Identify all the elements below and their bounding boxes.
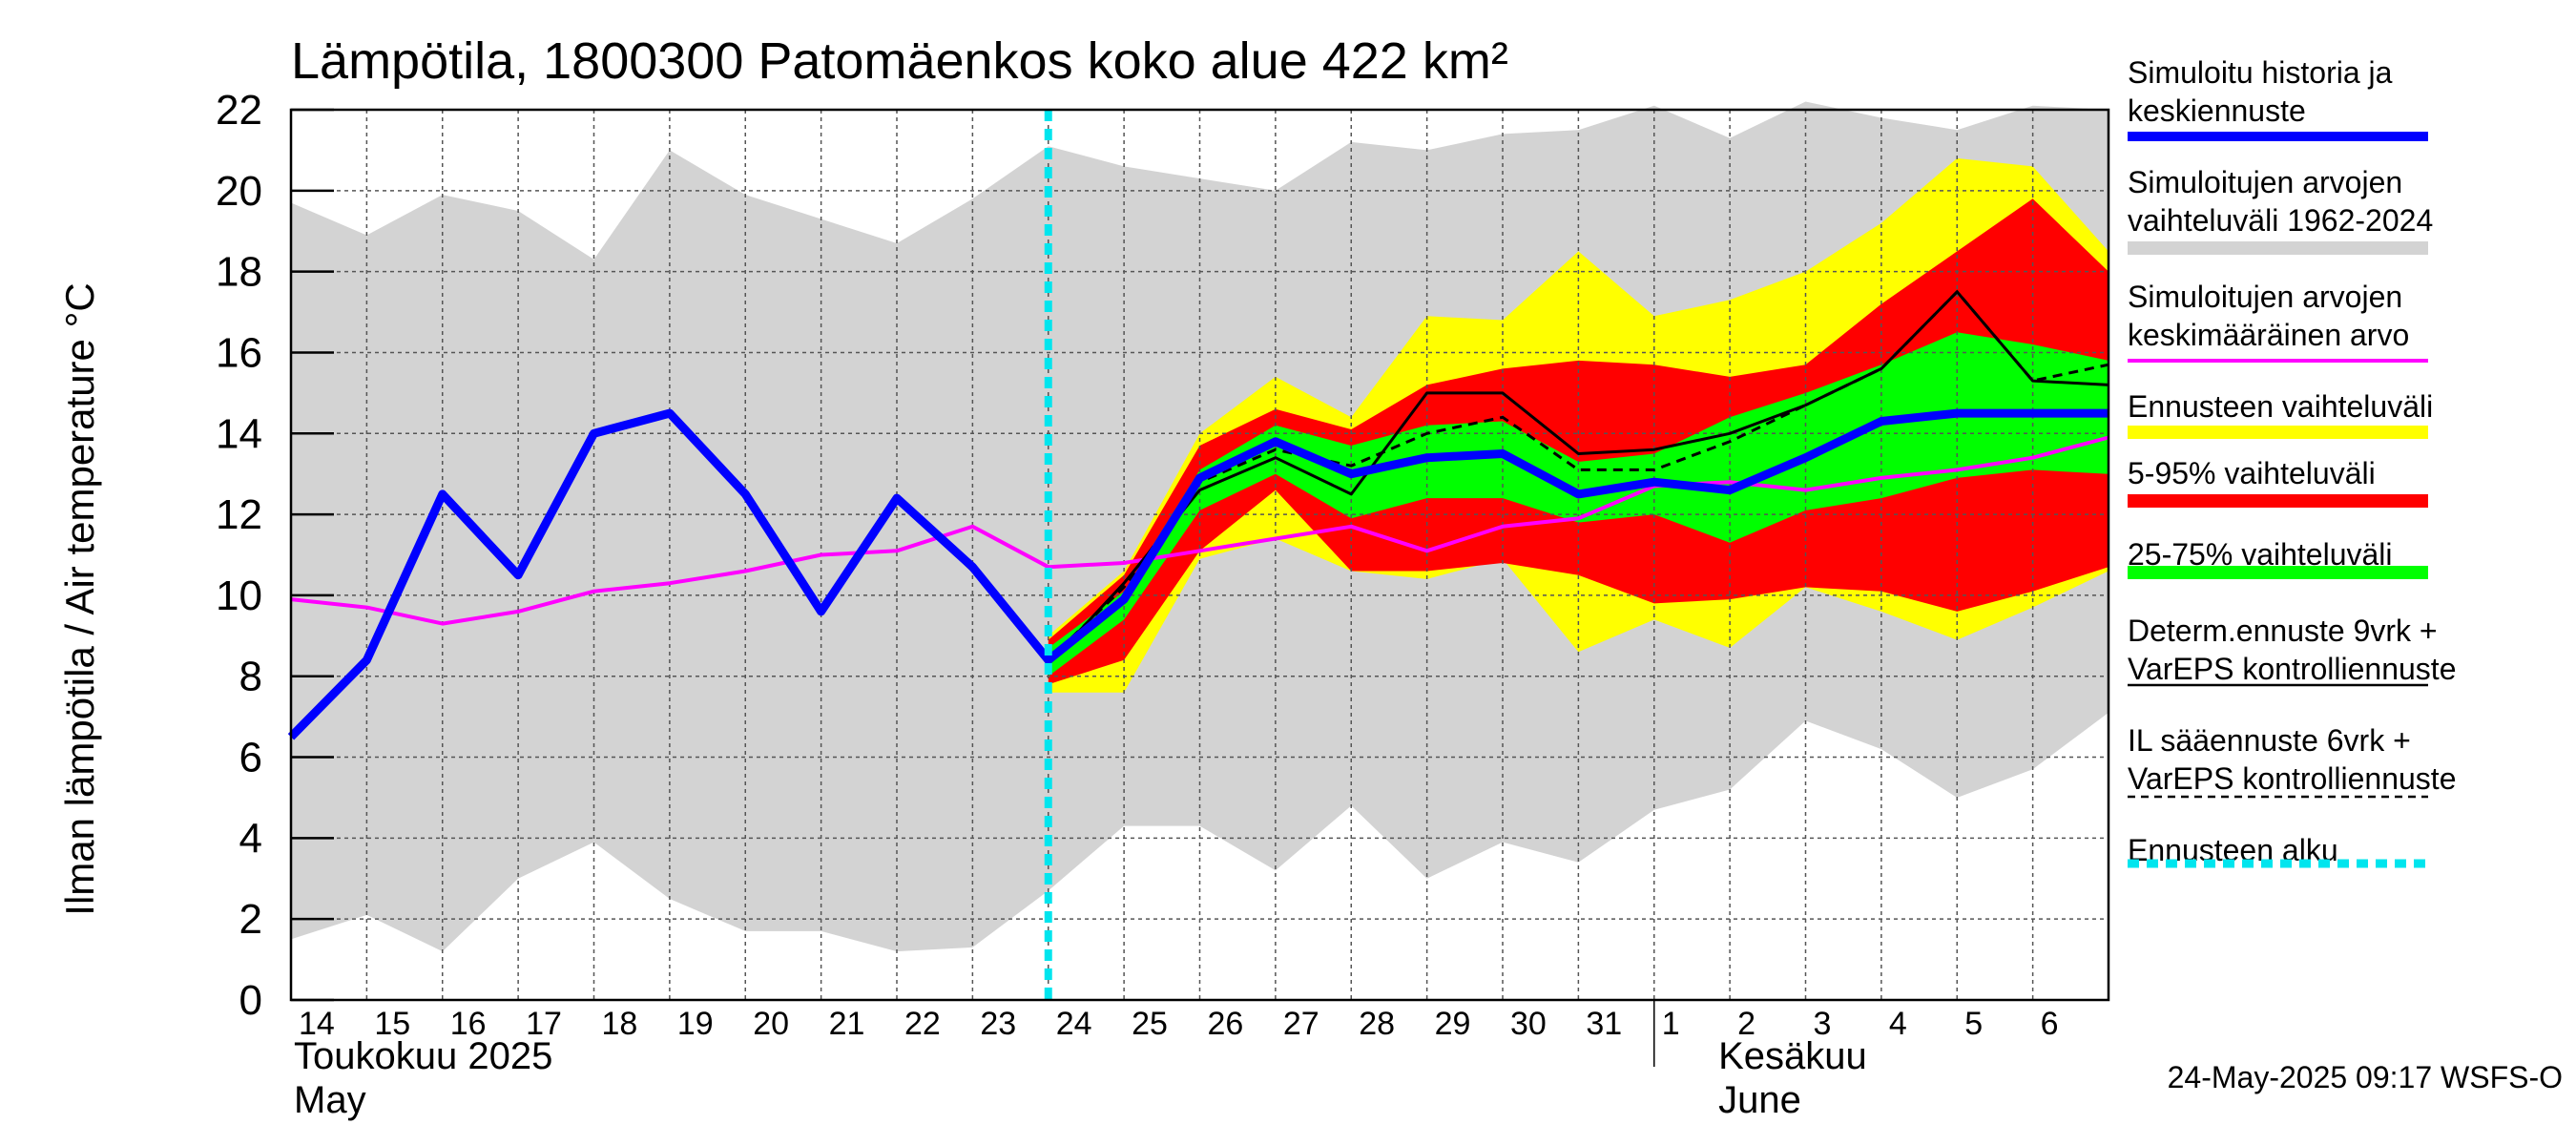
legend-label: Ennusteen vaihteluväli <box>2128 389 2433 424</box>
x-tick-label: 21 <box>829 1006 865 1042</box>
y-tick-label: 2 <box>239 896 262 943</box>
x-tick-label: 15 <box>374 1006 410 1042</box>
chart-title: Lämpötila, 1800300 Patomäenkos koko alue… <box>291 32 1508 90</box>
il-forecast-line <box>1047 289 2109 661</box>
x-tick-label: 25 <box>1132 1006 1168 1042</box>
y-tick-label: 20 <box>216 168 262 215</box>
legend-label: vaihteluväli 1962-2024 <box>2128 203 2433 238</box>
month-label-en: May <box>294 1079 366 1121</box>
y-tick-label: 4 <box>239 815 262 862</box>
y-axis-label: Ilman lämpötila / Air temperature °C <box>57 282 102 915</box>
simulated-history-line <box>287 408 2109 740</box>
x-tick-label: 22 <box>904 1006 941 1042</box>
y-tick-label: 0 <box>239 977 262 1024</box>
x-tick-label: 4 <box>1889 1006 1907 1042</box>
legend-label: VarEPS kontrolliennuste <box>2128 652 2456 686</box>
x-tick-label: 14 <box>299 1006 335 1042</box>
legend-label: Simuloitujen arvojen <box>2128 280 2402 314</box>
month-label-fi: Toukokuu 2025 <box>294 1035 552 1077</box>
x-tick-label: 31 <box>1586 1006 1622 1042</box>
x-tick-label: 1 <box>1662 1006 1680 1042</box>
y-tick-label: 12 <box>216 491 262 538</box>
x-tick-label: 26 <box>1208 1006 1244 1042</box>
x-tick-label: 17 <box>526 1006 562 1042</box>
p25-75-band <box>1048 332 2109 677</box>
forecast-bands <box>291 101 2109 952</box>
y-tick-label: 8 <box>239 654 262 700</box>
y-tick-label: 14 <box>216 410 262 457</box>
x-tick-label: 2 <box>1737 1006 1755 1042</box>
x-tick-label: 18 <box>602 1006 638 1042</box>
x-tick-label: 23 <box>980 1006 1016 1042</box>
data-series <box>287 110 2109 1000</box>
x-tick-label: 6 <box>2041 1006 2059 1042</box>
month-label-en: June <box>1718 1079 1801 1121</box>
x-tick-label: 29 <box>1435 1006 1471 1042</box>
x-tick-label: 3 <box>1814 1006 1832 1042</box>
grid-lines <box>291 110 2109 1000</box>
plot-frame <box>289 108 2110 1002</box>
y-tick-label: 6 <box>239 735 262 781</box>
legend-label: VarEPS kontrolliennuste <box>2128 761 2456 796</box>
month-label-fi: Kesäkuu <box>1718 1035 1867 1077</box>
mean-line <box>290 435 2109 626</box>
y-tick-label: 16 <box>216 329 262 376</box>
x-tick-label: 30 <box>1510 1006 1547 1042</box>
legend-label: keskimääräinen arvo <box>2128 318 2409 352</box>
y-tick-label: 18 <box>216 249 262 296</box>
legend: Simuloitu historia ja keskiennuste Simuloi… <box>2128 55 2456 868</box>
legend-label: Simuloitu historia ja <box>2128 55 2393 90</box>
legend-label: 5-95% vaihteluväli <box>2128 456 2376 490</box>
x-tick-label: 27 <box>1283 1006 1319 1042</box>
y-tick-label: 22 <box>216 87 262 134</box>
x-tick-label: 19 <box>677 1006 714 1042</box>
timestamp-footer: 24-May-2025 09:17 WSFS-O <box>2168 1060 2563 1094</box>
legend-label: keskiennuste <box>2128 94 2306 128</box>
x-tick-label: 28 <box>1359 1006 1395 1042</box>
legend-label: Determ.ennuste 9vrk + <box>2128 614 2438 648</box>
x-tick-label: 5 <box>1964 1006 1983 1042</box>
x-tick-label: 20 <box>753 1006 789 1042</box>
legend-label: Simuloitujen arvojen <box>2128 165 2402 199</box>
legend-label: IL sääennuste 6vrk + <box>2128 723 2411 758</box>
x-tick-label: 16 <box>450 1006 487 1042</box>
x-tick-label: 24 <box>1056 1006 1092 1042</box>
y-tick-label: 10 <box>216 572 262 619</box>
